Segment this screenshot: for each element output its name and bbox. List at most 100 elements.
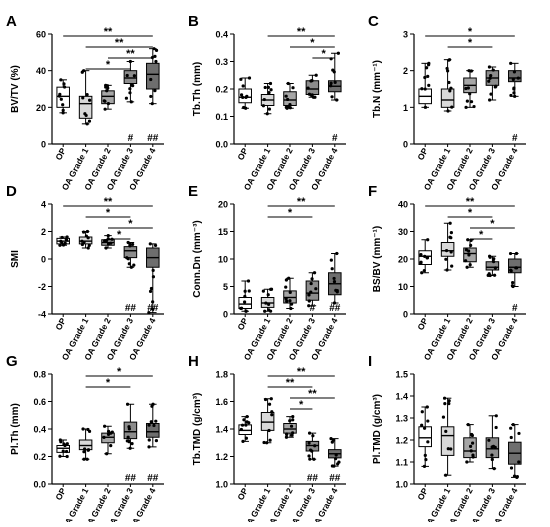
panel-letter: H — [188, 353, 199, 370]
data-point — [309, 281, 313, 286]
hash-mark: ## — [125, 473, 137, 484]
data-point — [125, 402, 130, 406]
data-point — [244, 95, 248, 99]
data-point — [63, 241, 67, 245]
data-point — [509, 426, 513, 430]
data-point — [147, 438, 151, 442]
hash-mark: ## — [329, 303, 341, 314]
box-4 — [485, 254, 500, 278]
data-point — [106, 102, 111, 106]
data-point — [61, 449, 65, 453]
data-point — [330, 440, 334, 444]
data-point — [488, 76, 492, 80]
data-point — [128, 59, 132, 64]
data-point — [284, 285, 288, 289]
box-2 — [260, 81, 275, 116]
data-point — [261, 289, 265, 293]
hash-mark: ## — [147, 133, 159, 144]
data-point — [469, 449, 473, 453]
panel-letter: E — [188, 183, 198, 200]
box-3 — [101, 83, 115, 111]
data-point — [267, 107, 272, 111]
data-point — [491, 68, 495, 72]
data-point — [102, 435, 106, 439]
y-tick-label: 0.3 — [215, 57, 228, 67]
data-point — [128, 244, 132, 248]
data-point — [246, 279, 251, 283]
hash-mark: ## — [307, 473, 319, 484]
data-point — [420, 410, 424, 414]
significance-label: * — [106, 377, 111, 389]
data-point — [307, 454, 311, 458]
significance-label: * — [299, 399, 304, 411]
box-3 — [463, 238, 477, 269]
data-point — [450, 105, 454, 109]
data-point — [425, 256, 429, 260]
y-tick-label: 60 — [36, 30, 46, 40]
data-point — [154, 59, 158, 64]
data-point — [511, 77, 515, 82]
y-tick-label: 1.1 — [395, 458, 408, 468]
data-point — [426, 74, 430, 79]
data-point — [154, 439, 158, 443]
data-point — [444, 473, 448, 477]
data-point — [449, 250, 453, 254]
data-point — [126, 435, 130, 439]
box-1 — [238, 76, 252, 110]
data-point — [267, 402, 272, 406]
data-point — [131, 242, 135, 247]
box-iqr — [123, 70, 138, 84]
data-point — [512, 91, 516, 95]
data-point — [147, 311, 151, 315]
data-point — [312, 271, 317, 275]
data-point — [151, 402, 155, 406]
data-point — [270, 413, 274, 417]
data-point — [148, 289, 153, 293]
data-point — [449, 447, 453, 451]
data-point — [465, 460, 469, 464]
x-category-label: OP — [53, 316, 68, 332]
data-point — [82, 450, 86, 454]
data-point — [102, 99, 106, 103]
data-point — [86, 427, 90, 432]
significance-label: ** — [126, 48, 135, 60]
y-tick-label: 0 — [403, 310, 408, 320]
data-point — [154, 419, 158, 423]
hash-mark: # — [128, 133, 134, 144]
significance-label: * — [468, 207, 473, 219]
data-point — [150, 102, 154, 106]
data-point — [151, 300, 155, 304]
data-point — [508, 251, 513, 256]
data-point — [270, 410, 274, 414]
data-point — [466, 423, 470, 427]
data-point — [245, 415, 249, 419]
y-axis-label: Tb.Th (mm) — [192, 62, 203, 116]
data-point — [334, 453, 338, 457]
data-point — [309, 79, 313, 83]
data-point — [239, 77, 243, 81]
y-tick-label: 3 — [403, 30, 408, 40]
data-point — [87, 243, 91, 247]
data-point — [267, 308, 271, 312]
data-point — [266, 85, 270, 89]
data-point — [517, 431, 521, 436]
data-point — [82, 457, 86, 461]
data-point — [59, 97, 63, 101]
data-point — [335, 290, 339, 294]
data-point — [288, 103, 292, 107]
data-point — [261, 104, 266, 108]
data-point — [467, 69, 471, 73]
data-point — [445, 66, 449, 71]
data-point — [336, 462, 340, 466]
data-point — [466, 86, 470, 90]
data-point — [64, 449, 69, 454]
data-point — [423, 87, 427, 91]
data-point — [267, 302, 271, 307]
x-category-label: OP — [53, 146, 68, 162]
box-iqr — [418, 426, 432, 448]
box-2 — [78, 69, 93, 126]
significance-label: ** — [286, 377, 295, 389]
